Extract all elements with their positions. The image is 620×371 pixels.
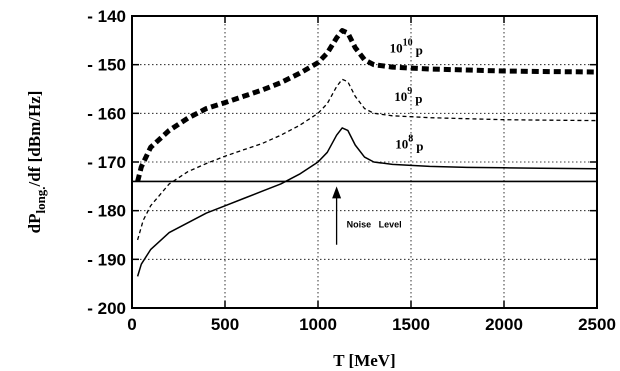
y-tick-label: - 180: [87, 202, 126, 221]
axis-ticks: - 200 - 190 - 180 - 170 - 160 - 150 - 140 0 500 1…: [87, 7, 616, 334]
series-label-exp: 10: [403, 38, 413, 49]
series-line-1e10: [135, 28, 598, 183]
series-label-1e9: 109 p: [394, 86, 422, 106]
series-line-1e9: [136, 78, 598, 241]
series-label-suffix: p: [416, 138, 423, 153]
noise-level-group: Noise Level: [132, 180, 597, 245]
x-tick-label: 2500: [578, 315, 616, 334]
noise-arrow-head: [332, 186, 342, 199]
x-tick-label: 0: [127, 315, 136, 334]
x-tick-label: 2000: [485, 315, 523, 334]
y-tick-label: - 200: [87, 299, 126, 318]
series-group: [135, 28, 598, 277]
x-tick-label: 500: [211, 315, 239, 334]
series-label-exp: 9: [407, 86, 412, 97]
y-tick-label: - 160: [87, 104, 126, 123]
x-tick-label: 1000: [299, 315, 337, 334]
y-tick-label: - 140: [87, 7, 126, 26]
series-label-exp: 8: [408, 133, 413, 144]
series-label-base: 10: [395, 136, 408, 151]
y-axis-title: dPlong./df [dBm/Hz]: [25, 91, 48, 234]
x-axis-title: T [MeV]: [333, 351, 395, 370]
y-axis-title-sub: long.: [33, 186, 48, 213]
y-axis-title-rest: /df [dBm/Hz]: [25, 91, 44, 188]
series-label-suffix: p: [415, 91, 422, 106]
x-tick-label: 1500: [392, 315, 430, 334]
y-tick-label: - 150: [87, 56, 126, 75]
series-line-1e8: [136, 127, 598, 277]
series-label-base: 10: [390, 41, 403, 56]
y-tick-label: - 190: [87, 250, 126, 269]
series-label-suffix: p: [416, 43, 423, 58]
series-label-1e10: 1010 p: [390, 38, 423, 58]
y-tick-label: - 170: [87, 153, 126, 172]
series-label-1e8: 108 p: [395, 133, 423, 153]
series-label-base: 10: [394, 89, 407, 104]
y-axis-title-main: dP: [25, 214, 44, 234]
noise-level-label: Noise Level: [347, 220, 402, 230]
